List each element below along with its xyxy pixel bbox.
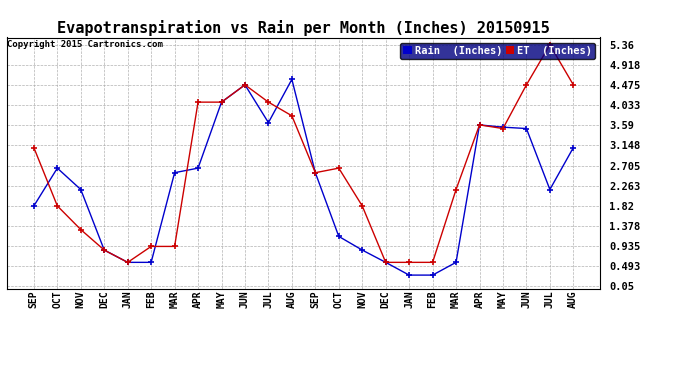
Title: Evapotranspiration vs Rain per Month (Inches) 20150915: Evapotranspiration vs Rain per Month (In… <box>57 20 550 36</box>
Text: Copyright 2015 Cartronics.com: Copyright 2015 Cartronics.com <box>7 40 163 49</box>
Legend: Rain  (Inches), ET  (Inches): Rain (Inches), ET (Inches) <box>400 43 595 59</box>
